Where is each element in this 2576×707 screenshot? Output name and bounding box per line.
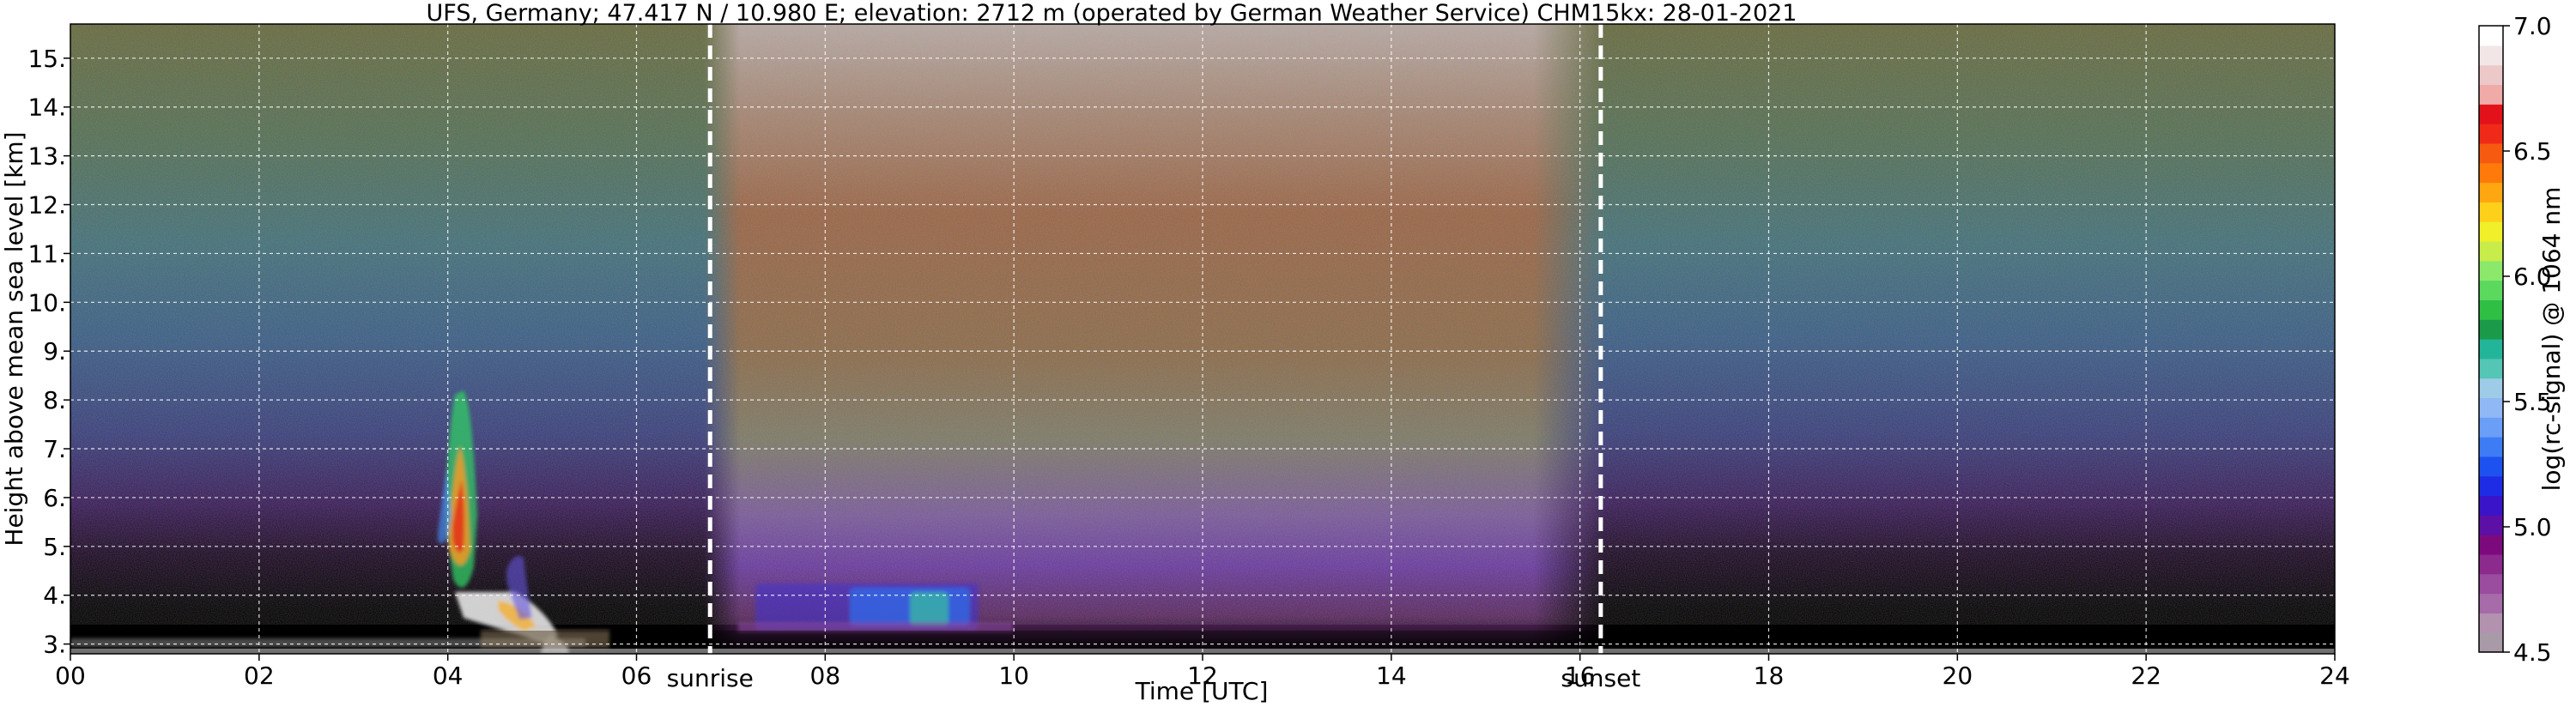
colorbar-segment <box>2479 535 2503 555</box>
colorbar-segment <box>2479 593 2503 613</box>
heatmap-area <box>70 24 2335 654</box>
colorbar-segment <box>2479 495 2503 516</box>
x-tick-label: 10 <box>998 662 1029 690</box>
x-tick-label: 02 <box>244 662 275 690</box>
y-tick-label: 3. <box>43 631 66 659</box>
y-tick-label: 8. <box>43 386 66 414</box>
y-axis-ticks: 3. 4. 5. 6. 7. 8. 9. 10. 11. 12. 13. 14. 15. <box>27 45 70 659</box>
y-tick-label: 5. <box>43 533 66 561</box>
colorbar-tick-label: 6.5 <box>2513 137 2552 166</box>
x-tick-label: 04 <box>433 662 464 690</box>
colorbar-segment <box>2479 553 2503 575</box>
colorbar-segment <box>2479 45 2503 66</box>
colorbar-ticks: 4.5 5.0 5.5 6.0 6.5 7.0 <box>2503 12 2552 667</box>
colorbar-segment <box>2479 397 2503 418</box>
y-tick-label: 12. <box>27 191 66 220</box>
x-tick-label: 22 <box>2131 662 2161 690</box>
y-tick-label: 9. <box>43 337 66 366</box>
colorbar-segment <box>2479 339 2503 360</box>
y-tick-label: 15. <box>27 45 66 73</box>
grid-lines <box>70 24 2335 654</box>
cloud-feature <box>910 592 949 626</box>
colorbar-segment <box>2479 417 2503 438</box>
colorbar-segment <box>2479 573 2503 595</box>
x-tick-label: 06 <box>621 662 652 690</box>
colorbar-segment <box>2479 515 2503 535</box>
colorbar-segment <box>2479 124 2503 144</box>
colorbar-segment <box>2479 104 2503 124</box>
y-tick-label: 14. <box>27 94 66 122</box>
colorbar-segment <box>2479 26 2503 46</box>
colorbar-segment <box>2479 142 2503 164</box>
colorbar-segment <box>2479 319 2503 340</box>
y-tick-label: 6. <box>43 484 66 512</box>
y-tick-label: 7. <box>43 435 66 463</box>
colorbar-segment <box>2479 221 2503 242</box>
y-tick-label: 13. <box>27 142 66 171</box>
colorbar-segment <box>2479 202 2503 222</box>
x-tick-label: 20 <box>1943 662 1973 690</box>
colorbar-segment <box>2479 280 2503 300</box>
colorbar-segment <box>2479 182 2503 202</box>
chart-title: UFS, Germany; 47.417 N / 10.980 E; eleva… <box>427 0 1797 27</box>
x-tick-label: 16 <box>1565 662 1596 690</box>
colorbar-segment <box>2479 162 2503 184</box>
x-tick-label: 18 <box>1754 662 1785 690</box>
x-tick-label: 12 <box>1187 662 1218 690</box>
y-axis-label: Height above mean sea level [km] <box>0 131 28 546</box>
colorbar-segment <box>2479 378 2503 399</box>
sunrise-sunset-lines: sunrise sunset <box>667 24 1640 692</box>
colorbar-segment <box>2479 84 2503 105</box>
sunset-label: sunset <box>1561 664 1640 692</box>
cloud-feature <box>498 601 536 631</box>
colorbar-segment <box>2479 475 2503 497</box>
colorbar-segment <box>2479 613 2503 633</box>
y-tick-label: 11. <box>27 239 66 268</box>
colorbar-label: log(rc-signal) @ 1064 nm <box>2537 187 2566 492</box>
cloud-feature <box>70 638 585 647</box>
cloud-feature <box>738 622 1013 632</box>
colorbar-segment <box>2479 240 2503 262</box>
y-tick-label: 4. <box>43 582 66 610</box>
x-tick-label: 00 <box>55 662 86 690</box>
x-tick-label: 24 <box>2319 662 2350 690</box>
colorbar-frame <box>2478 25 2504 653</box>
colorbar-tick-label: 5.0 <box>2513 513 2552 541</box>
x-axis-ticks: 00 02 04 06 08 10 12 14 16 18 20 22 24 <box>55 654 2350 690</box>
colorbar-tick-label: 4.5 <box>2513 638 2552 667</box>
colorbar-tick-label: 5.5 <box>2513 388 2552 416</box>
cloud-feature <box>506 556 532 619</box>
colorbar-tick-label: 6.0 <box>2513 263 2552 291</box>
cloud-feature <box>452 480 465 553</box>
x-tick-label: 14 <box>1376 662 1407 690</box>
colorbar-segment <box>2479 64 2503 86</box>
x-tick-label: 08 <box>810 662 841 690</box>
colorbar-segment <box>2479 437 2503 457</box>
colorbar <box>2478 25 2504 653</box>
x-axis-label: Time [UTC] <box>1135 677 1269 705</box>
colorbar-segment <box>2479 260 2503 281</box>
sunrise-label: sunrise <box>667 664 754 692</box>
y-tick-label: 10. <box>27 288 66 317</box>
colorbar-segment <box>2479 632 2503 653</box>
colorbar-segment <box>2479 299 2503 320</box>
colorbar-segment <box>2479 358 2503 379</box>
colorbar-tick-label: 7.0 <box>2513 12 2552 40</box>
cloud-feature <box>481 631 609 648</box>
colorbar-segment <box>2479 456 2503 477</box>
